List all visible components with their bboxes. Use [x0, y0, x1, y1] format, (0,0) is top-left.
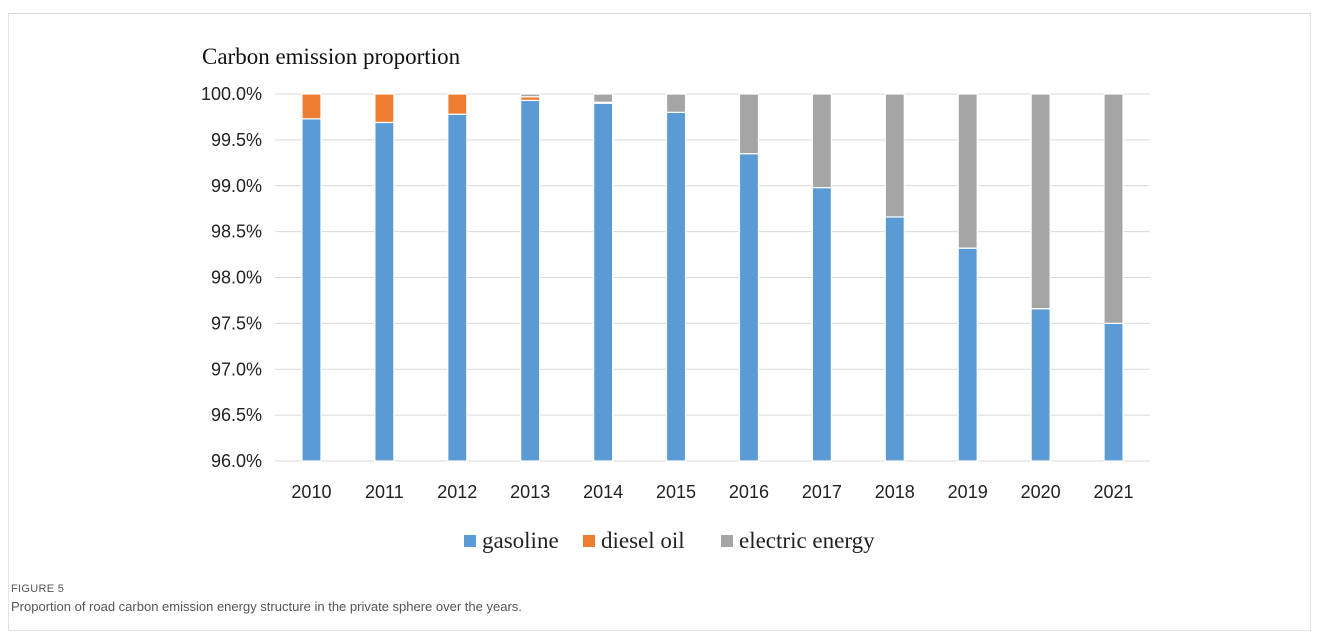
figure-caption: Proportion of road carbon emission energ…	[11, 599, 522, 614]
bar-gasoline-2018	[884, 216, 905, 462]
bar-electric-energy-2016	[738, 93, 760, 155]
bar-gasoline-2014	[593, 102, 614, 462]
y-axis-ticks: 96.0% 96.5% 97.0% 97.5% 98.0% 98.5% 99.0% 99.5%…	[201, 84, 262, 471]
bar-electric-energy-2017	[811, 93, 832, 189]
x-tick-label: 2015	[656, 482, 696, 502]
bars	[301, 93, 1124, 462]
bar-gasoline-2010	[301, 118, 322, 462]
chart-title: Carbon emission proportion	[202, 44, 461, 69]
bar-gasoline-2012	[447, 113, 468, 462]
chart: Carbon emission proportion 96.0% 96.5% 97.…	[201, 44, 1150, 553]
bar-electric-energy-2013	[520, 93, 541, 98]
bar-gasoline-2016	[738, 153, 760, 462]
figure-frame	[8, 13, 1311, 631]
y-tick-label: 97.5%	[211, 313, 262, 333]
x-tick-label: 2010	[291, 482, 331, 502]
bar-diesel-oil-2010	[301, 93, 322, 120]
bar-gasoline-2019	[957, 247, 978, 462]
bar-diesel-oil-2012	[447, 93, 468, 115]
y-tick-label: 98.0%	[211, 268, 262, 288]
y-tick-label: 99.5%	[211, 130, 262, 150]
x-tick-label: 2017	[802, 482, 842, 502]
legend-label-gasoline: gasoline	[482, 528, 559, 553]
bar-diesel-oil-2011	[374, 93, 395, 124]
bar-electric-energy-2015	[665, 93, 687, 113]
bar-electric-energy-2014	[593, 93, 614, 103]
gridlines	[275, 93, 1150, 462]
bar-gasoline-2013	[520, 99, 541, 462]
bar-gasoline-2011	[374, 121, 395, 462]
legend-swatch-diesel-oil	[583, 535, 595, 547]
y-tick-label: 100.0%	[201, 84, 262, 104]
bar-electric-energy-2019	[957, 93, 978, 249]
y-tick-label: 96.0%	[211, 451, 262, 471]
legend: gasoline diesel oil electric energy	[464, 528, 875, 553]
bar-gasoline-2021	[1103, 322, 1124, 462]
x-tick-label: 2019	[948, 482, 988, 502]
x-tick-label: 2011	[365, 482, 404, 502]
bar-gasoline-2020	[1030, 308, 1051, 462]
x-tick-label: 2021	[1094, 482, 1134, 502]
x-tick-label: 2013	[510, 482, 550, 502]
legend-swatch-gasoline	[464, 535, 476, 547]
legend-label-electric-energy: electric energy	[739, 528, 875, 553]
x-axis-ticks: 2010 2011 2012 2013 2014 2015 2016 2017 2018 2019…	[291, 482, 1133, 502]
figure-label: FIGURE 5	[11, 583, 65, 595]
y-tick-label: 97.0%	[211, 359, 262, 379]
y-tick-label: 98.5%	[211, 222, 262, 242]
x-tick-label: 2014	[583, 482, 623, 502]
y-tick-label: 96.5%	[211, 405, 262, 425]
x-tick-label: 2018	[875, 482, 915, 502]
legend-label-diesel-oil: diesel oil	[601, 528, 685, 553]
bar-gasoline-2015	[665, 111, 687, 462]
legend-swatch-electric-energy	[721, 535, 733, 547]
x-tick-label: 2020	[1021, 482, 1061, 502]
bar-electric-energy-2018	[884, 93, 905, 218]
bar-electric-energy-2020	[1030, 93, 1051, 310]
x-tick-label: 2012	[437, 482, 477, 502]
y-tick-label: 99.0%	[211, 176, 262, 196]
x-tick-label: 2016	[729, 482, 769, 502]
bar-electric-energy-2021	[1103, 93, 1124, 324]
bar-gasoline-2017	[811, 186, 832, 462]
